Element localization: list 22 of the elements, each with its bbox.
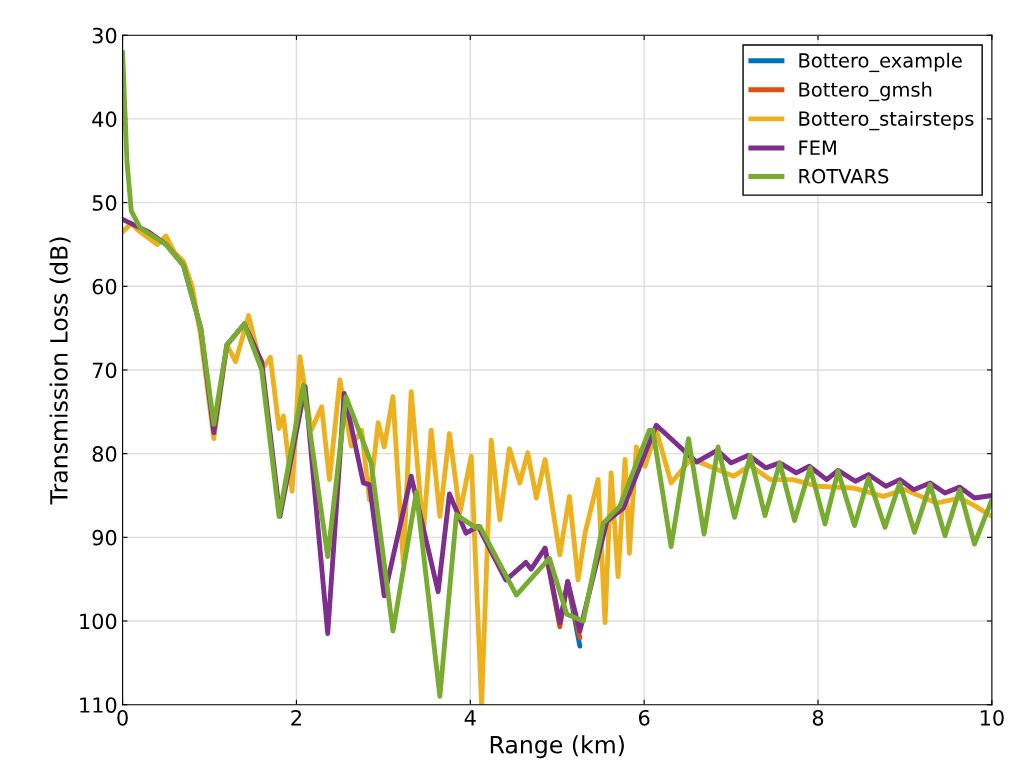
x-tick-label: 2 [291, 709, 301, 726]
y-tick-label: 90 [92, 529, 117, 546]
x-tick-label: 4 [464, 710, 476, 726]
y-tick-label: 50 [92, 195, 117, 211]
legend-label: Bottero_example [799, 52, 962, 73]
legend-label: ROTVARS [799, 168, 889, 184]
y-tick-label: 70 [92, 362, 117, 379]
x-tick-label: 10 [980, 709, 1004, 726]
legend-label: FEM [799, 140, 836, 155]
y-tick-label: 100 [80, 613, 117, 630]
legend-label: Bottero_gmsh [799, 81, 932, 102]
x-tick-label: 0 [117, 709, 128, 726]
legend-label: Bottero_stairsteps [799, 110, 974, 131]
y-tick-label: 80 [92, 446, 117, 462]
x-tick-label: 8 [812, 709, 824, 726]
x-axis-title: Range (km) [490, 735, 624, 759]
y-tick-label: 40 [92, 111, 117, 128]
y-tick-label: 30 [92, 27, 117, 44]
x-tick-label: 6 [638, 709, 650, 726]
y-tick-label: 110 [80, 697, 117, 713]
y-axis-title: Transmission Loss (dB) [49, 237, 71, 505]
y-tick-label: 60 [92, 278, 117, 295]
